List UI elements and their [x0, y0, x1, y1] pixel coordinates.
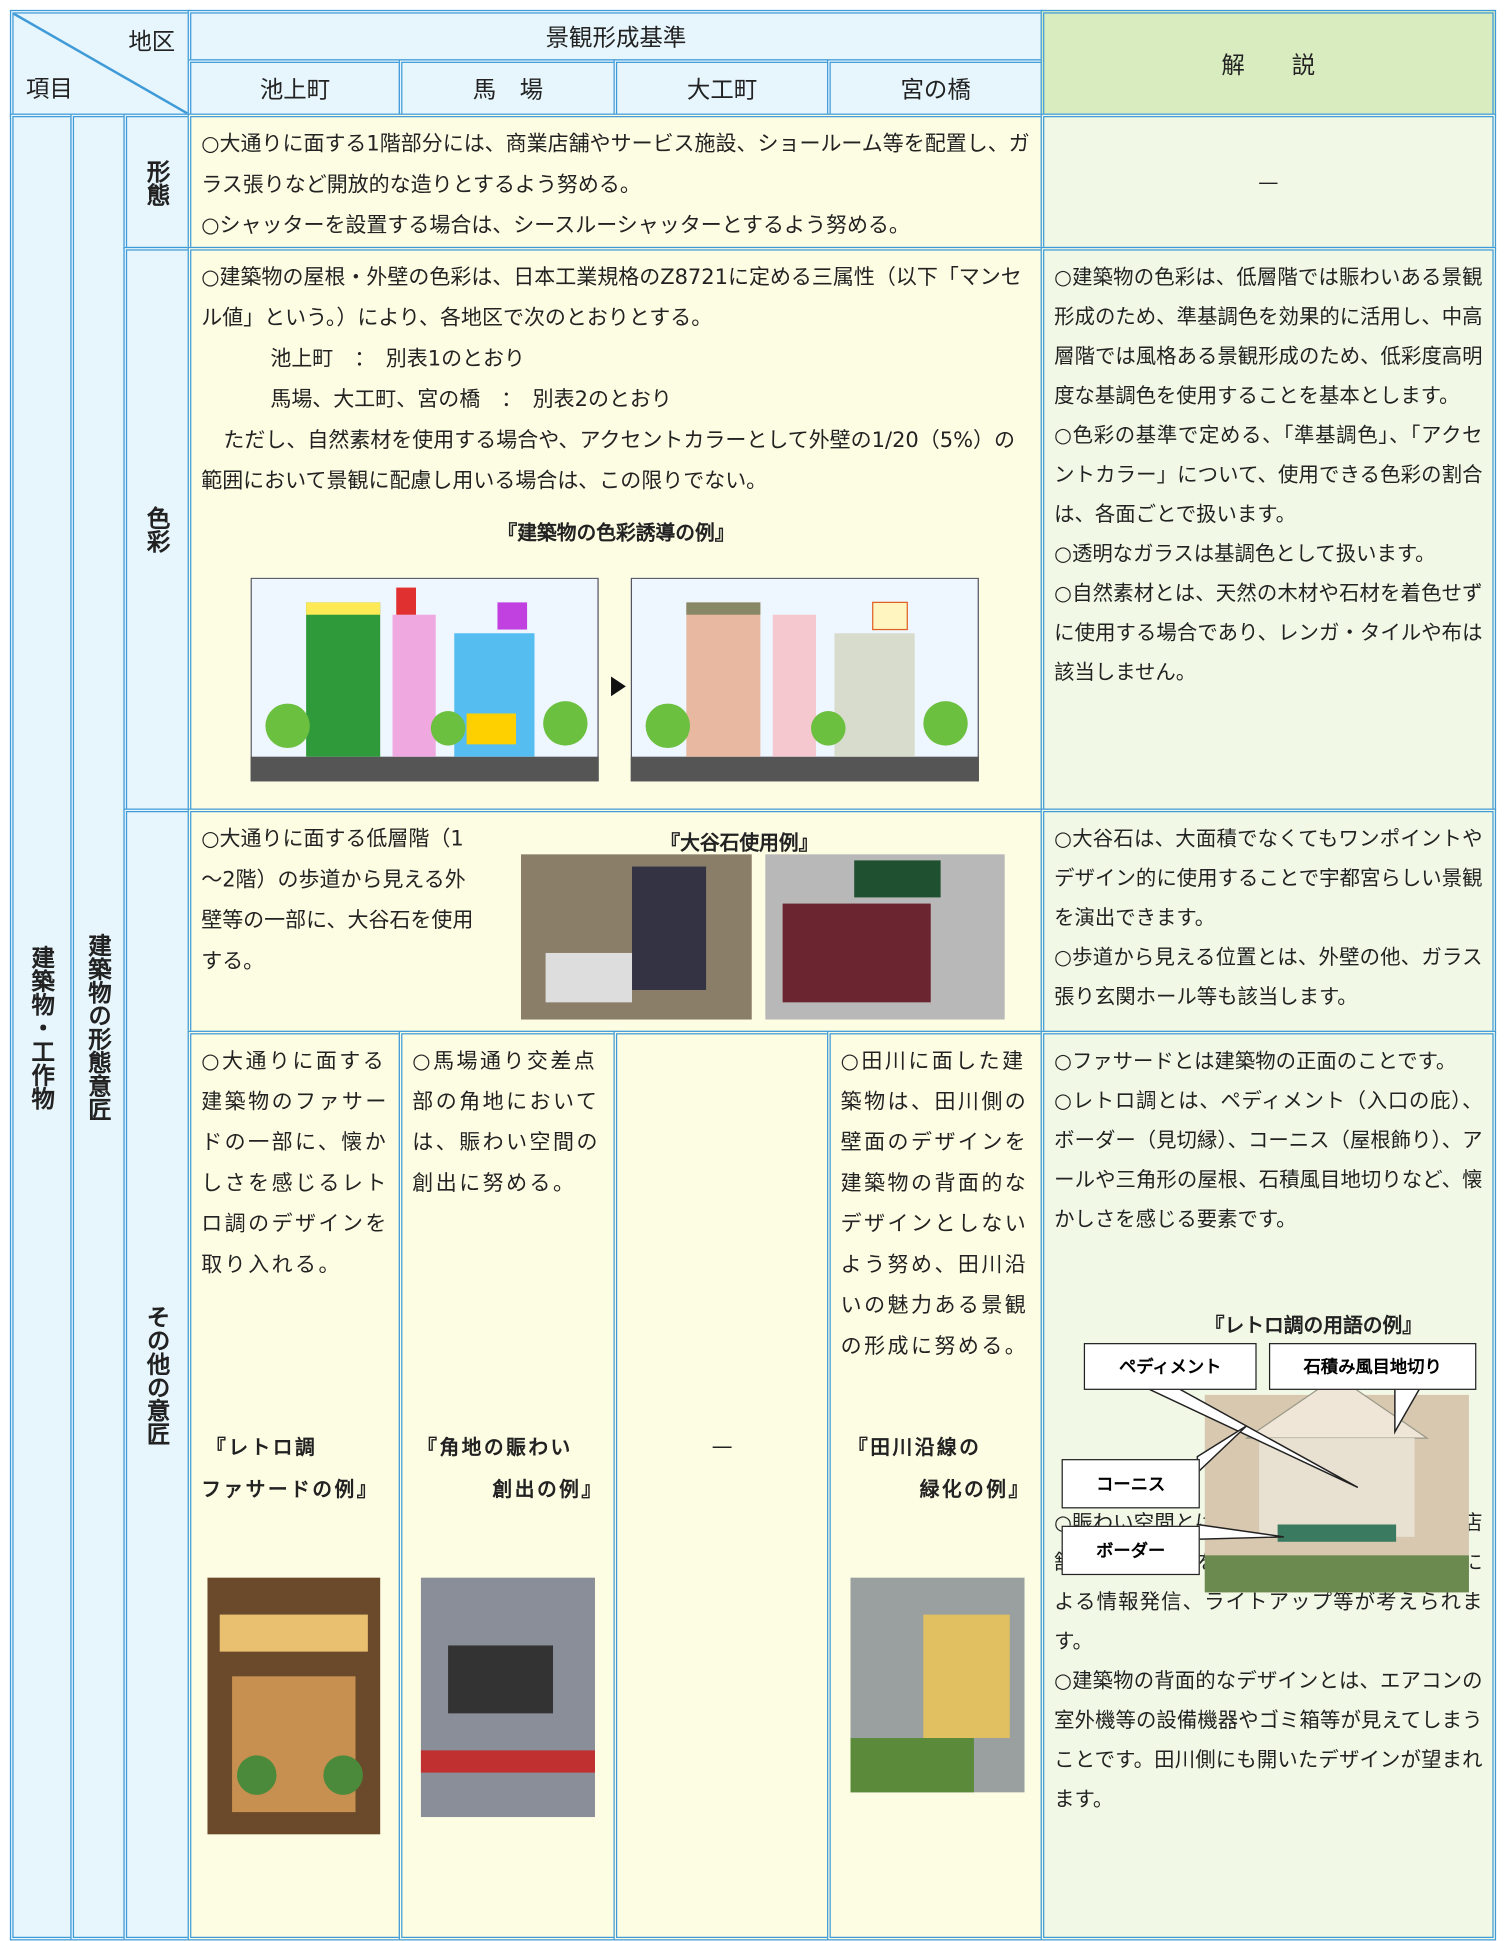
corner-cell: 地区 項目 — [9, 9, 192, 118]
item: 色彩 — [123, 246, 192, 813]
paragraph: ○建築物の屋根・外壁の色彩は、日本工業規格のZ8721に定める三属性（以下「マン… — [201, 265, 1022, 331]
district: 池上町 — [187, 59, 403, 118]
district: 宮の橋 — [827, 59, 1045, 118]
paragraph: ○馬場通り交差点部の角地においては、賑わい空間の創出に努める。 — [412, 1049, 600, 1197]
item-label: 項目 — [25, 75, 73, 103]
paragraph: ○建築物の色彩は、低層階では賑わいある景観形成のため、準基調色を効果的に活用し、… — [1054, 265, 1483, 408]
paragraph: ○自然素材とは、天然の木材や石材を着色せずに使用する場合であり、レンガ・タイルや… — [1054, 581, 1483, 684]
caption: 緑化の例』 — [919, 1477, 1031, 1502]
paragraph: ○歩道から見える位置とは、外壁の他、ガラス張り玄関ホール等も該当します。 — [1054, 945, 1483, 1009]
paragraph: ○大通りに面する建築物のファサードの一部に、懐かしさを感じるレトロ調のデザインを… — [201, 1049, 389, 1278]
paragraph: 馬場、大工町、宮の橋 ： 別表2のとおり — [270, 387, 672, 413]
figure-label: 石積み風目地切り — [1268, 1343, 1477, 1390]
standard-title: 景観形成基準 — [187, 9, 1045, 63]
color-figure — [250, 577, 979, 782]
diagonal — [13, 13, 188, 114]
figure-caption: 『大谷石使用例』 — [660, 830, 819, 855]
paragraph: — — [711, 1434, 733, 1460]
commentary-cell: — — [1040, 113, 1497, 251]
commentary-cell: ○建築物の色彩は、低層階では賑わいある景観形成のため、準基調色を効果的に活用し、… — [1040, 246, 1497, 813]
paragraph: ○シャッターを設置する場合は、シースルーシャッターとするよう努める。 — [201, 213, 910, 239]
caption: 『レトロ調 — [206, 1435, 318, 1460]
standard-cell: ○大通りに面する1階部分には、商業店舗やサービス施設、ショールーム等を配置し、ガ… — [187, 113, 1045, 251]
commentary-title: 解 説 — [1040, 9, 1497, 118]
figure-caption: 『レトロ調の用語の例』 — [1204, 1313, 1423, 1337]
retro-figure — [1147, 1375, 1469, 1593]
paragraph: ○建築物の背面的なデザインとは、エアコンの室外機等の設備機器やゴミ箱等が見えてし… — [1054, 1668, 1483, 1811]
item: その他の意匠 — [123, 808, 192, 1941]
figure-label: ペディメント — [1083, 1343, 1257, 1390]
caption: 創出の例』 — [492, 1477, 604, 1502]
commentary-cell: ○大谷石は、大面積でなくてもワンポイントやデザイン的に使用することで宇都宮らしい… — [1040, 808, 1497, 1035]
paragraph: ○透明なガラスは基調色として扱います。 — [1054, 541, 1436, 566]
district-photos — [207, 1577, 1025, 1835]
paragraph: ○大通りに面する1階部分には、商業店舗やサービス施設、ショールーム等を配置し、ガ… — [201, 132, 1030, 198]
item: 形態 — [123, 113, 192, 251]
district-label: 地区 — [128, 28, 176, 56]
paragraph: ○レトロ調とは、ペディメント（入口の庇）、ボーダー（見切縁）、コーニス（屋根飾り… — [1054, 1088, 1483, 1231]
subcategory: 建築物の形態意匠 — [70, 113, 128, 1941]
paragraph: ○色彩の基準で定める、「準基調色」、「アクセントカラー」について、使用できる色彩… — [1054, 423, 1483, 526]
paragraph: ただし、自然素材を使用する場合や、アクセントカラーとして外壁の1/20（5%）の… — [201, 428, 1016, 494]
paragraph: ○大通りに面する低層階（1～2階）の歩道から見える外壁等の一部に、大谷石を使用す… — [201, 827, 474, 974]
oya-photos — [520, 854, 1005, 1020]
caption: 『田川沿線の — [848, 1435, 982, 1460]
paragraph: ○大谷石は、大面積でなくてもワンポイントやデザイン的に使用することで宇都宮らしい… — [1054, 827, 1483, 930]
paragraph: ○ファサードとは建築物の正面のことです。 — [1054, 1049, 1457, 1073]
figure-label: ボーダー — [1061, 1525, 1200, 1576]
caption: ファサードの例』 — [201, 1477, 379, 1502]
category: 建築物・工作物 — [9, 113, 75, 1941]
caption: 『角地の賑わい — [417, 1435, 573, 1460]
figure-label: コーニス — [1061, 1459, 1200, 1509]
paragraph: ○田川に面した建築物は、田川側の壁面のデザインを建築物の背面的なデザインとしない… — [840, 1049, 1029, 1360]
district: 馬 場 — [398, 59, 618, 118]
figure-caption: 『建築物の色彩誘導の例』 — [497, 520, 735, 545]
paragraph: 池上町 ： 別表1のとおり — [270, 346, 526, 372]
district: 大工町 — [613, 59, 831, 118]
